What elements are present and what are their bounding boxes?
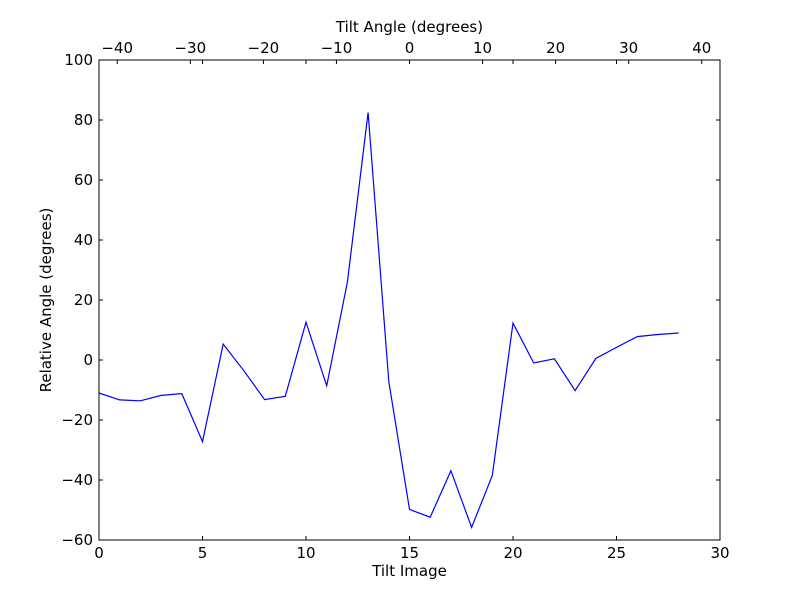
tick-labels-layer: 0 5 10 15 20 25 30 −40 −30 −20 −10 0 10 20 30 40 −60 −40 −… xyxy=(61,39,729,562)
x-tick-label: 5 xyxy=(198,544,208,562)
x-tick-label: 30 xyxy=(710,544,729,562)
top-x-tick-label: −40 xyxy=(101,39,133,57)
top-x-tick-label: −30 xyxy=(174,39,206,57)
x-tick-label: 25 xyxy=(607,544,626,562)
y-tick-label: 80 xyxy=(74,111,93,129)
y-axis-label: Relative Angle (degrees) xyxy=(37,208,55,393)
x-tick-label: 20 xyxy=(503,544,522,562)
top-x-tick-label: 20 xyxy=(546,39,565,57)
top-x-tick-label: −10 xyxy=(321,39,353,57)
y-tick-label: 20 xyxy=(74,291,93,309)
x-axis-label: Tilt Image xyxy=(371,562,447,580)
top-x-tick-label: 0 xyxy=(405,39,415,57)
y-tick-label: −60 xyxy=(61,531,93,549)
y-tick-label: 60 xyxy=(74,171,93,189)
plot-frame xyxy=(98,59,721,541)
y-tick-label: −40 xyxy=(61,471,93,489)
y-tick-label: 0 xyxy=(83,351,93,369)
y-tick-label: 100 xyxy=(64,51,93,69)
top-axis-label: Tilt Angle (degrees) xyxy=(335,18,483,36)
y-tick-label: 40 xyxy=(74,231,93,249)
data-series-line xyxy=(98,112,679,530)
plot-area xyxy=(99,60,720,540)
top-x-tick-label: 40 xyxy=(692,39,711,57)
x-tick-label: 15 xyxy=(400,544,419,562)
top-x-tick-label: 10 xyxy=(473,39,492,57)
y-tick-label: −20 xyxy=(61,411,93,429)
top-x-tick-label: −20 xyxy=(248,39,280,57)
x-tick-label: 10 xyxy=(296,544,315,562)
top-x-tick-label: 30 xyxy=(619,39,638,57)
x-tick-label: 0 xyxy=(94,544,104,562)
